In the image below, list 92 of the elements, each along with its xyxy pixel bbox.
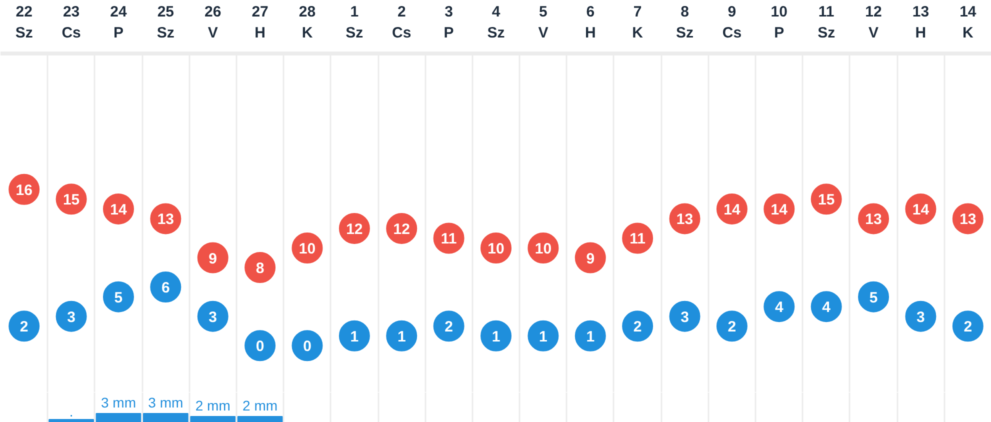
x-tick-label: 27 H [252,3,268,42]
data-label: 13 [676,211,694,228]
x-tick-label: 28 K [298,3,316,42]
data-label: 3 [680,308,689,326]
x-tick-label: 12 V [865,3,882,42]
point [56,300,87,332]
point [952,310,984,342]
x-tick-label: 2 Cs [392,3,412,42]
data-label: 0 [256,338,264,356]
data-label: 10 [534,240,552,258]
point [338,320,370,352]
x-tick-label: 14 K [960,3,977,42]
data-label: 5 [869,289,878,306]
point [905,300,936,332]
data-label: 11 [440,230,457,248]
x-tick-label: 7 K [632,3,644,42]
data-label: 4 [774,299,784,316]
data-label: 3 [916,308,925,326]
data-label: 10 [488,240,504,258]
x-tick-label: 26 V [204,3,222,42]
point [574,320,606,352]
data-label: . [69,403,74,420]
data-label: 14 [724,201,741,218]
data-label: 15 [818,192,835,209]
x-tick-label: 22 Sz [15,3,33,42]
data-label: 1 [350,328,359,346]
x-tick-label: 6 H [584,3,596,42]
data-label: 13 [960,211,976,228]
point [197,242,228,274]
data-label: 10 [298,240,316,258]
point [528,320,559,352]
x-tick-label: 8 Sz [676,3,694,42]
point [292,330,323,362]
point [574,242,606,274]
x-tick-label: 10 P [770,3,788,42]
data-label: 2 [633,318,642,336]
data-label: 6 [161,280,170,297]
data-label: 2 [444,318,453,336]
point [433,310,464,342]
data-label: 2 mm [242,397,278,414]
data-label: 3 mm [100,394,136,410]
point [858,281,890,312]
point [102,281,134,312]
point [8,310,40,342]
data-label: 12 [346,220,363,238]
data-label: 1 [492,328,500,346]
point [244,252,276,283]
x-tick-label: 4 Sz [487,3,505,42]
data-label: 1 [539,328,548,346]
data-label: 0 [303,338,312,356]
point [197,300,228,332]
point [386,320,418,352]
data-label: 2 mm [195,397,230,414]
x-tick-label: 25 Sz [156,3,174,42]
x-tick-label: 9 Cs [722,3,742,42]
data-label: 9 [208,250,218,268]
data-label: 13 [865,211,882,228]
data-label: 14 [912,201,930,218]
data-label: 12 [393,220,410,238]
point [150,272,182,303]
data-label: 5 [114,289,123,306]
data-label: 3 [208,308,218,326]
x-tick-label: 24 P [110,3,128,42]
data-label: 13 [157,211,174,228]
data-label: 8 [256,260,264,278]
x-tick-label: 11 Sz [818,3,836,42]
point [480,320,512,352]
data-label: 2 [728,318,736,336]
data-label: 2 [964,318,972,336]
point [244,330,276,362]
x-tick-label: 23 Cs [62,3,81,42]
x-tick-label: 5 V [538,3,548,42]
data-label: 3 [67,308,76,326]
x-tick-label: 3 P [444,3,454,42]
data-label: 3 mm [148,394,184,410]
data-label: 2 [20,318,28,336]
data-label: 14 [110,201,128,218]
data-label: 15 [62,192,80,209]
point [622,310,654,342]
point [810,291,842,322]
point [669,300,700,332]
x-tick-label: 1 Sz [346,3,364,42]
data-label: 16 [16,182,32,199]
x-tick-label: 13 H [912,3,930,42]
data-label: 1 [397,328,406,346]
point [764,291,795,322]
data-label: 4 [822,299,832,316]
data-label: 11 [630,230,646,248]
data-label: 14 [770,201,788,218]
data-label: 9 [586,250,595,268]
point [716,310,748,342]
data-label: 1 [586,328,595,346]
